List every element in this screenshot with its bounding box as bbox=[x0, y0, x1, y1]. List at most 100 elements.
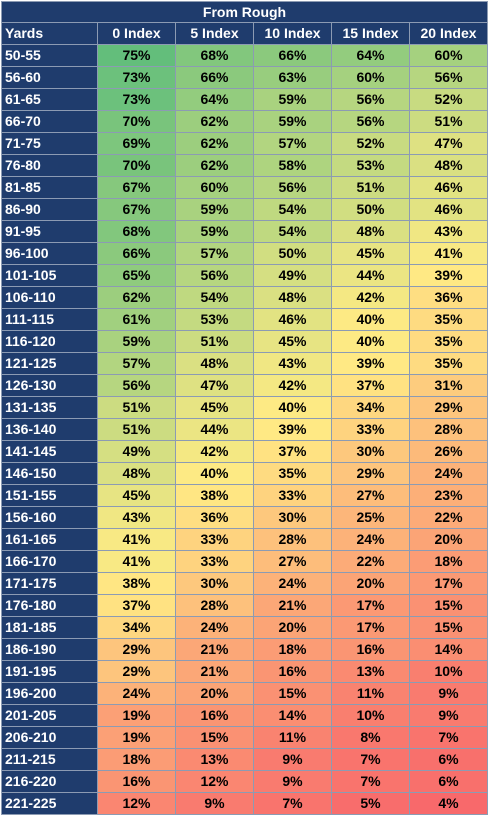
percent-cell: 33% bbox=[175, 528, 254, 551]
percent-cell: 59% bbox=[175, 198, 254, 221]
yard-range-cell: 56-60 bbox=[1, 66, 98, 89]
percent-cell: 39% bbox=[408, 264, 489, 287]
yard-range-cell: 86-90 bbox=[1, 198, 98, 221]
yard-range-cell: 206-210 bbox=[1, 726, 98, 749]
percent-cell: 14% bbox=[253, 704, 332, 727]
table-row: 191-195 29% 21% 16% 13% 10% bbox=[1, 660, 489, 683]
percent-cell: 49% bbox=[97, 440, 176, 463]
yard-range-cell: 216-220 bbox=[1, 770, 98, 793]
percent-cell: 33% bbox=[331, 418, 410, 441]
percent-cell: 46% bbox=[253, 308, 332, 331]
table-row: 211-215 18% 13% 9% 7% 6% bbox=[1, 748, 489, 771]
table-row: 206-210 19% 15% 11% 8% 7% bbox=[1, 726, 489, 749]
percent-cell: 36% bbox=[408, 286, 489, 309]
header-5-index: 5 Index bbox=[175, 22, 254, 45]
table-row: 136-140 51% 44% 39% 33% 28% bbox=[1, 418, 489, 441]
header-yards: Yards bbox=[1, 22, 98, 45]
percent-cell: 73% bbox=[97, 88, 176, 111]
percent-cell: 35% bbox=[408, 308, 489, 331]
percent-cell: 62% bbox=[175, 154, 254, 177]
percent-cell: 20% bbox=[408, 528, 489, 551]
table-row: 196-200 24% 20% 15% 11% 9% bbox=[1, 682, 489, 705]
percent-cell: 9% bbox=[253, 770, 332, 793]
percent-cell: 59% bbox=[253, 88, 332, 111]
percent-cell: 45% bbox=[175, 396, 254, 419]
header-20-index: 20 Index bbox=[408, 22, 489, 45]
percent-cell: 9% bbox=[408, 682, 489, 705]
percent-cell: 42% bbox=[253, 374, 332, 397]
table-row: 96-100 66% 57% 50% 45% 41% bbox=[1, 242, 489, 265]
table-row: 171-175 38% 30% 24% 20% 17% bbox=[1, 572, 489, 595]
percent-cell: 37% bbox=[331, 374, 410, 397]
percent-cell: 30% bbox=[331, 440, 410, 463]
percent-cell: 14% bbox=[408, 638, 489, 661]
percent-cell: 22% bbox=[331, 550, 410, 573]
table-row: 56-60 73% 66% 63% 60% 56% bbox=[1, 66, 489, 89]
percent-cell: 23% bbox=[408, 484, 489, 507]
percent-cell: 18% bbox=[253, 638, 332, 661]
percent-cell: 51% bbox=[331, 176, 410, 199]
percent-cell: 64% bbox=[175, 88, 254, 111]
percent-cell: 18% bbox=[408, 550, 489, 573]
percent-cell: 65% bbox=[97, 264, 176, 287]
percent-cell: 73% bbox=[97, 66, 176, 89]
table-row: 221-225 12% 9% 7% 5% 4% bbox=[1, 792, 489, 815]
table-row: 101-105 65% 56% 49% 44% 39% bbox=[1, 264, 489, 287]
percent-cell: 60% bbox=[408, 44, 489, 67]
percent-cell: 15% bbox=[408, 594, 489, 617]
table-row: 131-135 51% 45% 40% 34% 29% bbox=[1, 396, 489, 419]
table-row: 186-190 29% 21% 18% 16% 14% bbox=[1, 638, 489, 661]
header-0-index: 0 Index bbox=[97, 22, 176, 45]
percent-cell: 35% bbox=[408, 352, 489, 375]
percent-cell: 17% bbox=[408, 572, 489, 595]
percent-cell: 8% bbox=[331, 726, 410, 749]
percent-cell: 43% bbox=[408, 220, 489, 243]
percent-cell: 10% bbox=[408, 660, 489, 683]
table-row: 106-110 62% 54% 48% 42% 36% bbox=[1, 286, 489, 309]
percent-cell: 51% bbox=[408, 110, 489, 133]
percent-cell: 15% bbox=[253, 682, 332, 705]
percent-cell: 62% bbox=[175, 132, 254, 155]
table-row: 111-115 61% 53% 46% 40% 35% bbox=[1, 308, 489, 331]
percent-cell: 46% bbox=[408, 198, 489, 221]
percent-cell: 60% bbox=[175, 176, 254, 199]
yard-range-cell: 201-205 bbox=[1, 704, 98, 727]
percent-cell: 60% bbox=[331, 66, 410, 89]
percent-cell: 40% bbox=[253, 396, 332, 419]
table-row: 126-130 56% 47% 42% 37% 31% bbox=[1, 374, 489, 397]
percent-cell: 24% bbox=[408, 462, 489, 485]
percent-cell: 59% bbox=[175, 220, 254, 243]
table-title: From Rough bbox=[0, 1, 489, 23]
percent-cell: 25% bbox=[331, 506, 410, 529]
percent-cell: 53% bbox=[175, 308, 254, 331]
yard-range-cell: 91-95 bbox=[1, 220, 98, 243]
percent-cell: 56% bbox=[253, 176, 332, 199]
percent-cell: 66% bbox=[175, 66, 254, 89]
percent-cell: 16% bbox=[331, 638, 410, 661]
percent-cell: 35% bbox=[408, 330, 489, 353]
percent-cell: 38% bbox=[97, 572, 176, 595]
percent-cell: 27% bbox=[253, 550, 332, 573]
table-row: 121-125 57% 48% 43% 39% 35% bbox=[1, 352, 489, 375]
percent-cell: 70% bbox=[97, 110, 176, 133]
percent-cell: 21% bbox=[253, 594, 332, 617]
percent-cell: 35% bbox=[253, 462, 332, 485]
percent-cell: 27% bbox=[331, 484, 410, 507]
percent-cell: 34% bbox=[97, 616, 176, 639]
percent-cell: 48% bbox=[97, 462, 176, 485]
percent-cell: 29% bbox=[97, 638, 176, 661]
yard-range-cell: 66-70 bbox=[1, 110, 98, 133]
percent-cell: 48% bbox=[408, 154, 489, 177]
percent-cell: 41% bbox=[97, 528, 176, 551]
percent-cell: 58% bbox=[253, 154, 332, 177]
yard-range-cell: 131-135 bbox=[1, 396, 98, 419]
yard-range-cell: 136-140 bbox=[1, 418, 98, 441]
percent-cell: 67% bbox=[97, 176, 176, 199]
percent-cell: 42% bbox=[331, 286, 410, 309]
yard-range-cell: 141-145 bbox=[1, 440, 98, 463]
yard-range-cell: 146-150 bbox=[1, 462, 98, 485]
percent-cell: 28% bbox=[253, 528, 332, 551]
percent-cell: 48% bbox=[331, 220, 410, 243]
